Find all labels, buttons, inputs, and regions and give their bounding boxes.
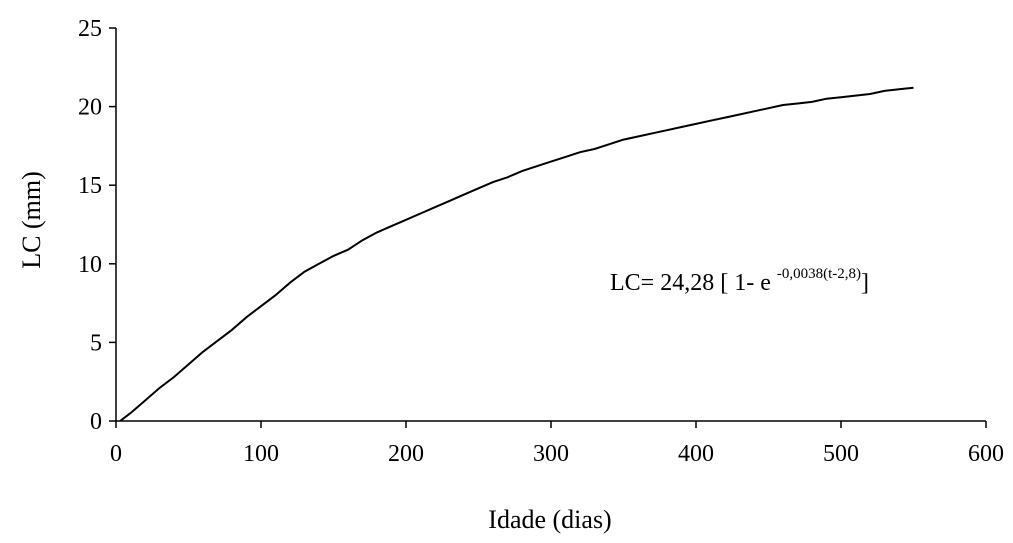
x-tick-label: 100 bbox=[243, 441, 279, 467]
x-tick-label: 500 bbox=[823, 441, 859, 467]
y-tick-label: 0 bbox=[90, 409, 102, 435]
ticks bbox=[109, 27, 987, 428]
equation-annotation: LC= 24,28 [ 1- e -0,0038(t-2,8)] bbox=[610, 266, 869, 296]
equation-main: LC= 24,28 [ 1- e bbox=[610, 270, 777, 296]
x-tick-label: 0 bbox=[110, 441, 122, 467]
x-tick-label: 600 bbox=[968, 441, 1004, 467]
x-tick-label: 400 bbox=[678, 441, 714, 467]
y-tick-label: 10 bbox=[78, 252, 102, 278]
y-tick-label: 5 bbox=[90, 330, 102, 356]
y-tick-label: 20 bbox=[78, 95, 102, 121]
y-tick-label: 25 bbox=[78, 16, 102, 42]
x-tick-label: 200 bbox=[388, 441, 424, 467]
x-tick-label: 300 bbox=[533, 441, 569, 467]
series-line bbox=[119, 86, 914, 422]
x-axis-title: Idade (dias) bbox=[488, 505, 611, 534]
y-axis-title: LC (mm) bbox=[17, 171, 46, 269]
y-tick-label: 15 bbox=[78, 173, 102, 199]
tick-labels: 0 100 200 300 400 500 600 0 5 10 15 20 25 bbox=[78, 16, 1004, 467]
equation-close: ] bbox=[861, 270, 869, 296]
equation-exponent: -0,0038(t-2,8) bbox=[777, 266, 861, 282]
axes bbox=[115, 28, 986, 422]
